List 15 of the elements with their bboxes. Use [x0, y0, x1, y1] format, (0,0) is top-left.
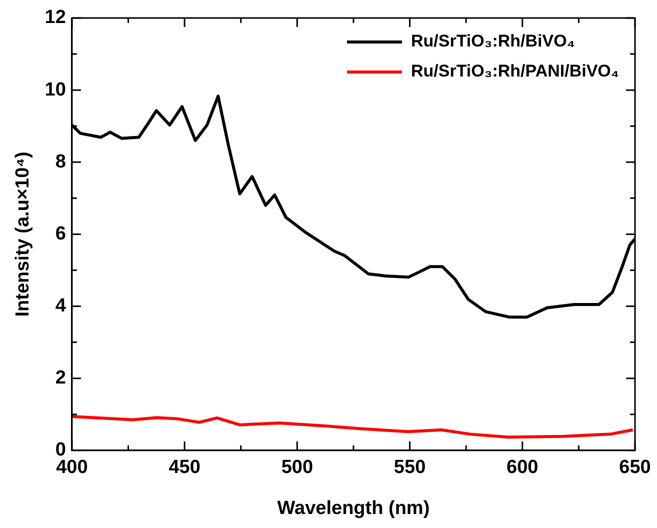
x-tick-label: 650	[619, 457, 651, 478]
x-tick-label: 600	[506, 457, 538, 478]
x-tick-label: 550	[394, 457, 426, 478]
legend-label: Ru/SrTiO₃:Rh/BiVO₄	[410, 32, 575, 51]
y-tick-label: 4	[55, 296, 66, 316]
x-tick-label: 500	[281, 457, 314, 478]
y-tick-label: 2	[55, 368, 66, 389]
y-tick-label: 6	[55, 223, 66, 244]
legend-label: Ru/SrTiO₃:Rh/PANI/BiVO₄	[410, 62, 620, 81]
x-axis-title: Wavelength (nm)	[277, 498, 430, 519]
y-tick-label: 8	[55, 151, 66, 172]
y-axis-title: Intensity (a.u×10⁴)	[12, 152, 34, 317]
x-tick-label: 450	[168, 457, 200, 478]
y-tick-label: 12	[44, 7, 66, 28]
y-tick-label: 10	[44, 79, 66, 100]
